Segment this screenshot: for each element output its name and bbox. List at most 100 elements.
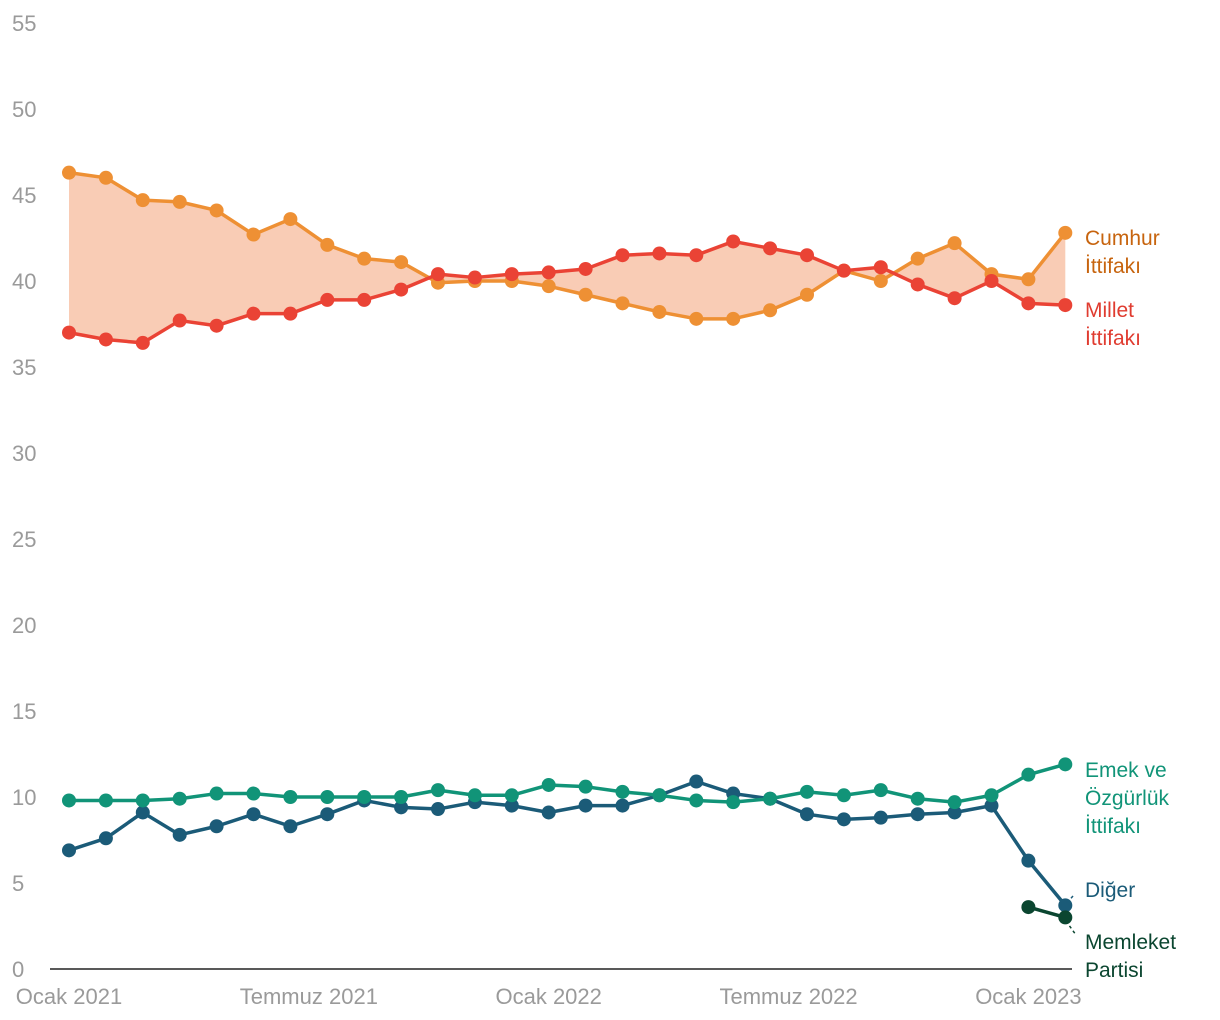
data-point-diger [1021, 853, 1036, 868]
series-label-line: Millet [1085, 299, 1134, 322]
data-point-emek-ve-ozgurluk-ittifaki [1058, 757, 1073, 772]
data-point-emek-ve-ozgurluk-ittifaki [836, 788, 851, 803]
data-point-diger [62, 843, 76, 858]
data-point-millet-ittifaki [62, 325, 76, 340]
data-point-cumhur-ittifaki [357, 251, 372, 266]
series-label-line: Partisi [1085, 959, 1143, 982]
data-point-diger [1058, 898, 1073, 913]
data-point-emek-ve-ozgurluk-ittifaki [357, 790, 372, 804]
data-point-diger [172, 827, 187, 842]
data-point-emek-ve-ozgurluk-ittifaki [98, 793, 113, 808]
x-tick-label: Ocak 2023 [975, 984, 1081, 1009]
data-point-cumhur-ittifaki [726, 311, 741, 326]
data-point-millet-ittifaki [172, 313, 187, 328]
data-point-cumhur-ittifaki [172, 194, 187, 209]
data-point-millet-ittifaki [947, 291, 962, 306]
y-tick-label: 25 [12, 527, 36, 552]
data-point-cumhur-ittifaki [947, 236, 962, 251]
series-lines [62, 165, 1073, 925]
gap-fill-area [69, 172, 1066, 343]
data-point-millet-ittifaki [763, 241, 778, 256]
series-label-line: Memleket [1085, 931, 1176, 954]
leader-line-memleket-partisi [1065, 920, 1077, 936]
data-point-diger [98, 831, 113, 846]
data-point-millet-ittifaki [984, 274, 999, 288]
data-point-cumhur-ittifaki [800, 287, 814, 302]
series-label-emek-ve-ozgurluk-ittifaki: Emek ve Özgürlük İttifakı [1085, 759, 1170, 838]
data-point-emek-ve-ozgurluk-ittifaki [763, 791, 778, 806]
x-tick-label: Ocak 2022 [495, 984, 601, 1009]
data-point-cumhur-ittifaki [135, 193, 150, 208]
data-point-emek-ve-ozgurluk-ittifaki [504, 788, 519, 803]
data-point-emek-ve-ozgurluk-ittifaki [431, 783, 445, 798]
series-label-millet-ittifaki: Millet İttifakı [1085, 299, 1141, 350]
data-point-cumhur-ittifaki [615, 296, 630, 311]
data-point-cumhur-ittifaki [689, 311, 704, 326]
series-label-line: Özgürlük [1085, 787, 1170, 810]
data-point-cumhur-ittifaki [283, 212, 298, 227]
data-point-diger [283, 819, 298, 834]
data-point-cumhur-ittifaki [763, 303, 778, 318]
y-tick-label: 5 [12, 871, 24, 896]
x-tick-label: Temmuz 2022 [719, 984, 857, 1009]
series-label-memleket-partisi: Memleket Partisi [1085, 931, 1176, 982]
series-labels: Cumhur İttifakı Millet İttifakı Emek ve Özgür… [1065, 227, 1176, 982]
series-millet-ittifaki [62, 234, 1073, 350]
data-point-cumhur-ittifaki [209, 203, 224, 218]
data-point-cumhur-ittifaki [1058, 225, 1073, 240]
data-point-cumhur-ittifaki [62, 165, 76, 180]
y-tick-label: 10 [12, 785, 36, 810]
data-point-emek-ve-ozgurluk-ittifaki [984, 788, 999, 803]
data-point-millet-ittifaki [615, 248, 630, 263]
data-point-cumhur-ittifaki [541, 279, 556, 294]
data-point-millet-ittifaki [467, 270, 482, 285]
data-point-cumhur-ittifaki [873, 274, 888, 288]
data-point-millet-ittifaki [357, 292, 372, 307]
data-point-millet-ittifaki [873, 260, 888, 275]
y-tick-label: 55 [12, 11, 36, 36]
data-point-millet-ittifaki [394, 282, 409, 297]
data-point-millet-ittifaki [209, 318, 224, 333]
data-point-diger [984, 798, 999, 813]
series-line-diger [68, 779, 1067, 907]
data-point-millet-ittifaki [726, 234, 741, 249]
series-emek-ve-ozgurluk-ittifaki [62, 757, 1073, 810]
data-point-memleket-partisi [1058, 910, 1073, 925]
y-tick-label: 35 [12, 355, 36, 380]
data-point-emek-ve-ozgurluk-ittifaki [394, 790, 409, 804]
series-line-cumhur-ittifaki [68, 170, 1067, 321]
x-tick-label: Temmuz 2021 [240, 984, 378, 1009]
y-tick-label: 0 [12, 957, 24, 982]
series-label-line: Emek ve [1085, 759, 1167, 782]
data-point-emek-ve-ozgurluk-ittifaki [652, 788, 667, 803]
x-axis: Ocak 2021 Temmuz 2021 Ocak 2022 Temmuz 2022… [16, 984, 1082, 1009]
data-point-emek-ve-ozgurluk-ittifaki [62, 793, 76, 808]
data-point-cumhur-ittifaki [320, 237, 335, 252]
data-point-millet-ittifaki [800, 248, 814, 263]
data-point-cumhur-ittifaki [910, 251, 925, 266]
series-label-line: İttifakı [1085, 815, 1141, 838]
y-tick-label: 45 [12, 183, 36, 208]
data-point-emek-ve-ozgurluk-ittifaki [135, 793, 150, 808]
data-point-diger [873, 810, 888, 825]
y-tick-label: 20 [12, 613, 36, 638]
series-label-diger: Diğer [1085, 879, 1135, 902]
data-point-millet-ittifaki [504, 267, 519, 282]
data-point-diger [431, 802, 445, 817]
data-point-cumhur-ittifaki [1021, 272, 1036, 287]
series-diger [62, 774, 1073, 913]
y-tick-label: 40 [12, 269, 36, 294]
data-point-emek-ve-ozgurluk-ittifaki [541, 777, 556, 792]
data-point-millet-ittifaki [246, 306, 261, 321]
data-point-cumhur-ittifaki [652, 304, 667, 319]
data-point-millet-ittifaki [652, 246, 667, 261]
data-point-cumhur-ittifaki [394, 255, 409, 270]
data-point-millet-ittifaki [541, 265, 556, 280]
data-point-emek-ve-ozgurluk-ittifaki [1021, 767, 1036, 782]
data-point-diger [394, 800, 409, 815]
data-point-diger [246, 807, 261, 822]
data-point-emek-ve-ozgurluk-ittifaki [689, 793, 704, 808]
data-point-millet-ittifaki [578, 261, 593, 276]
series-memleket-partisi [1021, 900, 1073, 925]
